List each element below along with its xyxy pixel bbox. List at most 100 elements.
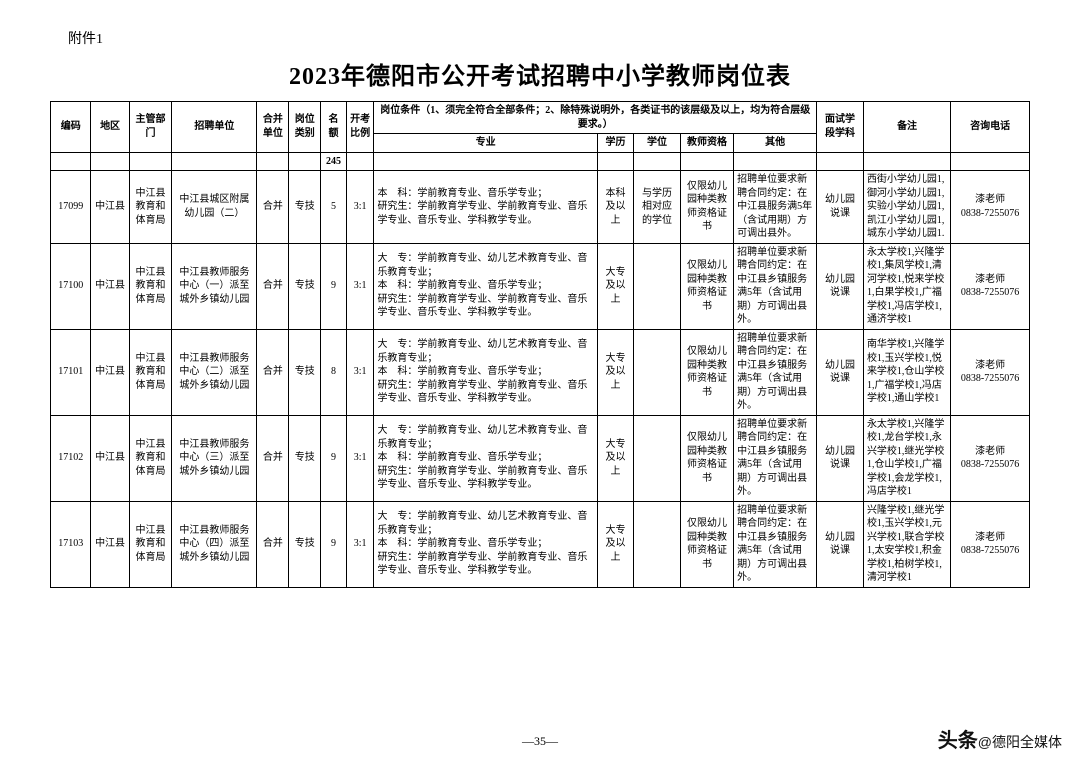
cell-remark: 永太学校1,兴隆学校1,龙台学校1,永兴学校1,继光学校1,仓山学校1,广福学校…	[863, 415, 950, 501]
th-empty	[951, 152, 1030, 171]
cell-cert: 仅限幼儿园种类教师资格证书	[680, 329, 733, 415]
watermark-prefix: 头条	[938, 730, 978, 752]
cell-ptype: 专技	[289, 329, 321, 415]
th-empty	[863, 152, 950, 171]
cell-code: 17103	[51, 501, 91, 587]
th-empty	[597, 152, 633, 171]
th-cond: 岗位条件（1、须完全符合全部条件；2、除特殊说明外，各类证书的该层级及以上，均为…	[374, 102, 817, 134]
cell-ratio: 3:1	[346, 329, 374, 415]
cell-merge: 合并	[257, 171, 289, 244]
cell-merge: 合并	[257, 415, 289, 501]
cell-edu: 大专及以上	[597, 415, 633, 501]
cell-ptype: 专技	[289, 415, 321, 501]
th-unit: 招聘单位	[172, 102, 257, 153]
cell-other: 招聘单位要求新聘合同约定：在中江县乡镇服务满5年（含试用期）方可调出县外。	[734, 329, 817, 415]
cell-major: 大 专：学前教育专业、幼儿艺术教育专业、音乐教育专业；本 科：学前教育专业、音乐…	[374, 501, 597, 587]
cell-major: 本 科：学前教育专业、音乐学专业；研究生：学前教育学专业、学前教育专业、音乐学专…	[374, 171, 597, 244]
th-other: 其他	[734, 134, 817, 153]
cell-cert: 仅限幼儿园种类教师资格证书	[680, 501, 733, 587]
cell-degree	[634, 329, 681, 415]
th-ratio: 开考比例	[346, 102, 374, 153]
th-empty	[51, 152, 91, 171]
th-merge: 合并单位	[257, 102, 289, 153]
cell-area: 中江县	[91, 501, 129, 587]
cell-num: 5	[321, 171, 347, 244]
th-empty	[734, 152, 817, 171]
cell-num: 9	[321, 415, 347, 501]
cell-ratio: 3:1	[346, 171, 374, 244]
cell-tel: 漆老师0838-7255076	[951, 171, 1030, 244]
th-degree: 学位	[634, 134, 681, 153]
th-tel: 咨询电话	[951, 102, 1030, 153]
cell-major: 大 专：学前教育专业、幼儿艺术教育专业、音乐教育专业；本 科：学前教育专业、音乐…	[374, 415, 597, 501]
cell-ptype: 专技	[289, 243, 321, 329]
th-major: 专业	[374, 134, 597, 153]
th-subject: 面试学段学科	[817, 102, 864, 153]
cell-degree	[634, 415, 681, 501]
th-code: 编码	[51, 102, 91, 153]
table-row: 17100中江县中江县教育和体育局中江县教师服务中心（一）派至城外乡镇幼儿园合并…	[51, 243, 1030, 329]
cell-other: 招聘单位要求新聘合同约定：在中江县乡镇服务满5年（含试用期）方可调出县外。	[734, 501, 817, 587]
cell-unit: 中江县教师服务中心（二）派至城外乡镇幼儿园	[172, 329, 257, 415]
cell-merge: 合并	[257, 329, 289, 415]
cell-subject: 幼儿园说课	[817, 501, 864, 587]
cell-code: 17100	[51, 243, 91, 329]
th-empty	[91, 152, 129, 171]
page-number: —35—	[0, 734, 1080, 749]
cell-subject: 幼儿园说课	[817, 415, 864, 501]
watermark-name: 德阳全媒体	[992, 734, 1062, 750]
cell-edu: 大专及以上	[597, 243, 633, 329]
cell-dept: 中江县教育和体育局	[129, 243, 172, 329]
th-cert: 教师资格	[680, 134, 733, 153]
th-total: 245	[321, 152, 347, 171]
cell-num: 9	[321, 243, 347, 329]
th-edu: 学历	[597, 134, 633, 153]
cell-num: 8	[321, 329, 347, 415]
cell-dept: 中江县教育和体育局	[129, 329, 172, 415]
th-empty	[172, 152, 257, 171]
cell-cert: 仅限幼儿园种类教师资格证书	[680, 415, 733, 501]
cell-major: 大 专：学前教育专业、幼儿艺术教育专业、音乐教育专业；本 科：学前教育专业、音乐…	[374, 243, 597, 329]
cell-remark: 兴隆学校1,继光学校1,玉兴学校1,元兴学校1,联合学校1,太安学校1,积金学校…	[863, 501, 950, 587]
cell-cert: 仅限幼儿园种类教师资格证书	[680, 171, 733, 244]
th-empty	[257, 152, 289, 171]
cell-tel: 漆老师0838-7255076	[951, 243, 1030, 329]
header-row-1: 编码 地区 主管部门 招聘单位 合并单位 岗位类别 名额 开考比例 岗位条件（1…	[51, 102, 1030, 134]
header-row-total: 245	[51, 152, 1030, 171]
cell-edu: 大专及以上	[597, 329, 633, 415]
cell-remark: 永太学校1,兴隆学校1,集凤学校1,清河学校1,悦来学校1,白果学校1,广福学校…	[863, 243, 950, 329]
cell-ratio: 3:1	[346, 243, 374, 329]
cell-merge: 合并	[257, 501, 289, 587]
cell-area: 中江县	[91, 329, 129, 415]
cell-major: 大 专：学前教育专业、幼儿艺术教育专业、音乐教育专业；本 科：学前教育专业、音乐…	[374, 329, 597, 415]
th-empty	[129, 152, 172, 171]
cell-cert: 仅限幼儿园种类教师资格证书	[680, 243, 733, 329]
th-area: 地区	[91, 102, 129, 153]
cell-num: 9	[321, 501, 347, 587]
cell-ptype: 专技	[289, 501, 321, 587]
page-title: 2023年德阳市公开考试招聘中小学教师岗位表	[50, 56, 1030, 91]
watermark: 头条@德阳全媒体	[938, 724, 1062, 753]
th-empty	[374, 152, 597, 171]
cell-dept: 中江县教育和体育局	[129, 501, 172, 587]
cell-unit: 中江县教师服务中心（一）派至城外乡镇幼儿园	[172, 243, 257, 329]
th-empty	[680, 152, 733, 171]
cell-degree	[634, 501, 681, 587]
cell-area: 中江县	[91, 415, 129, 501]
attachment-label: 附件1	[68, 28, 1030, 48]
cell-unit: 中江县教师服务中心（四）派至城外乡镇幼儿园	[172, 501, 257, 587]
cell-degree	[634, 243, 681, 329]
cell-remark: 西街小学幼儿园1,御河小学幼儿园1,实验小学幼儿园1,凯江小学幼儿园1,城东小学…	[863, 171, 950, 244]
cell-ptype: 专技	[289, 171, 321, 244]
cell-edu: 本科及以上	[597, 171, 633, 244]
table-row: 17099中江县中江县教育和体育局中江县城区附属幼儿园（二）合并专技53:1本 …	[51, 171, 1030, 244]
cell-degree: 与学历相对应的学位	[634, 171, 681, 244]
table-row: 17103中江县中江县教育和体育局中江县教师服务中心（四）派至城外乡镇幼儿园合并…	[51, 501, 1030, 587]
table-row: 17102中江县中江县教育和体育局中江县教师服务中心（三）派至城外乡镇幼儿园合并…	[51, 415, 1030, 501]
cell-unit: 中江县城区附属幼儿园（二）	[172, 171, 257, 244]
cell-code: 17102	[51, 415, 91, 501]
cell-code: 17099	[51, 171, 91, 244]
cell-subject: 幼儿园说课	[817, 329, 864, 415]
cell-subject: 幼儿园说课	[817, 243, 864, 329]
th-remark: 备注	[863, 102, 950, 153]
